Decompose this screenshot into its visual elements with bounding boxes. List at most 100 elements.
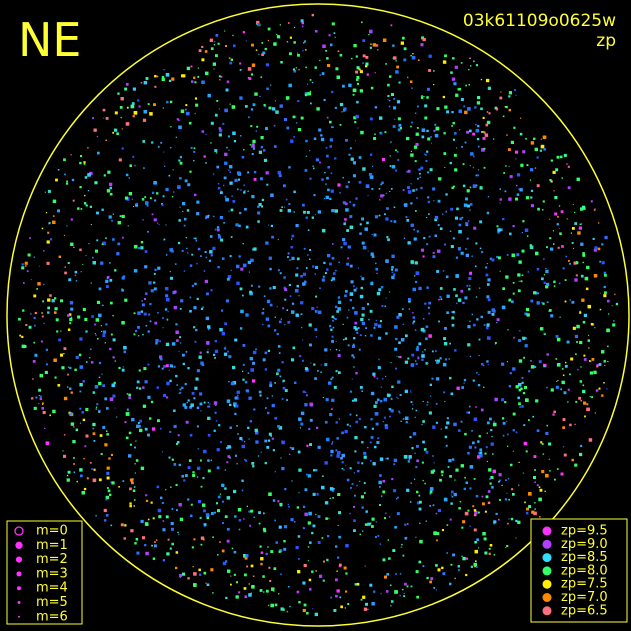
star-dot [410, 390, 411, 392]
star-dot [505, 275, 509, 279]
star-dot [108, 457, 111, 460]
star-dot [302, 282, 306, 286]
star-dot [196, 200, 200, 204]
star-dot [298, 69, 300, 71]
star-dot [389, 584, 392, 587]
star-dot [147, 230, 149, 233]
star-dot [363, 455, 367, 459]
star-dot [562, 374, 565, 376]
star-dot [467, 220, 470, 222]
star-dot [238, 178, 241, 181]
star-dot [468, 84, 470, 86]
star-dot [297, 128, 302, 132]
star-dot [153, 103, 156, 107]
star-dot [446, 552, 448, 554]
star-dot [149, 320, 152, 323]
star-dot [380, 495, 383, 497]
star-dot [208, 405, 211, 408]
star-dot [329, 349, 331, 351]
star-dot [355, 414, 358, 417]
star-dot [422, 420, 425, 423]
star-dot [495, 108, 499, 111]
star-dot [468, 445, 472, 449]
star-dot [41, 227, 44, 230]
star-dot [145, 77, 149, 80]
star-dot [175, 551, 179, 554]
star-dot [316, 306, 318, 308]
star-dot [187, 183, 191, 187]
star-dot [201, 80, 205, 84]
star-dot [302, 203, 305, 207]
star-dot [332, 126, 334, 128]
star-dot [469, 209, 471, 211]
star-dot [349, 512, 351, 515]
star-dot [584, 415, 586, 418]
star-dot [210, 121, 214, 125]
star-dot [492, 469, 496, 473]
star-dot [536, 184, 540, 188]
star-dot [46, 261, 50, 265]
star-dot [154, 541, 156, 543]
star-dot [486, 295, 490, 299]
star-dot [226, 527, 230, 531]
star-dot [424, 302, 427, 305]
star-dot [512, 450, 514, 452]
star-dot [164, 165, 166, 167]
star-dot [326, 176, 329, 180]
star-dot [244, 556, 248, 560]
star-dot [85, 330, 88, 333]
legend-symbol [18, 615, 20, 618]
star-dot [343, 222, 346, 225]
star-dot [384, 517, 386, 520]
star-dot [415, 280, 418, 284]
star-dot [272, 499, 276, 502]
star-dot [255, 348, 257, 351]
star-dot [197, 67, 199, 69]
star-dot [423, 237, 426, 240]
star-dot [479, 453, 483, 458]
star-dot [480, 78, 483, 81]
star-dot [420, 43, 424, 47]
star-dot [87, 147, 89, 149]
star-dot [200, 307, 204, 310]
star-dot [237, 394, 239, 396]
star-dot [579, 310, 581, 313]
star-dot [349, 147, 352, 150]
star-dot [440, 470, 444, 474]
star-dot [337, 300, 342, 304]
star-dot [309, 90, 312, 93]
star-dot [180, 342, 182, 344]
star-dot [39, 373, 43, 378]
star-dot [466, 130, 469, 134]
star-dot [252, 379, 256, 383]
star-dot [473, 155, 475, 158]
star-dot [225, 596, 228, 599]
star-dot [309, 402, 314, 407]
star-dot [377, 437, 380, 440]
star-dot [214, 511, 216, 514]
star-dot [371, 233, 373, 235]
star-dot [238, 591, 241, 594]
star-dot [603, 360, 606, 363]
star-dot [519, 188, 523, 192]
star-dot [307, 521, 311, 525]
star-dot [353, 505, 355, 508]
star-dot [486, 360, 489, 363]
star-dot [166, 297, 170, 302]
star-dot [236, 264, 240, 269]
star-dot [410, 202, 413, 205]
star-dot [567, 165, 570, 168]
star-dot [227, 135, 230, 138]
star-dot [295, 224, 299, 228]
star-dot [416, 346, 419, 348]
star-dot [163, 365, 166, 368]
star-dot [253, 177, 257, 181]
star-dot [173, 191, 175, 193]
star-dot [400, 546, 403, 548]
star-dot [260, 76, 263, 78]
star-dot [133, 206, 135, 208]
star-dot [412, 53, 414, 55]
star-dot [118, 158, 122, 162]
star-dot [432, 251, 435, 254]
star-dot [154, 85, 157, 88]
